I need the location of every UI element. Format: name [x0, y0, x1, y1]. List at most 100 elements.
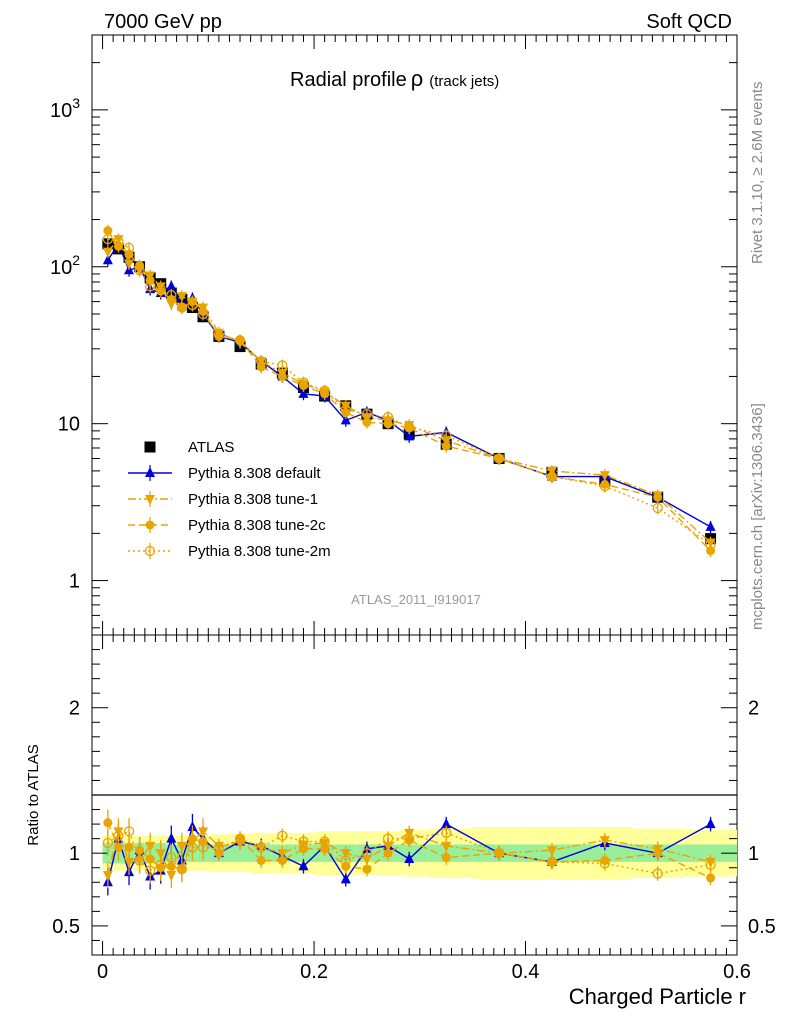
ratio-point	[176, 864, 188, 875]
data-point	[705, 539, 716, 550]
data-point	[441, 430, 452, 441]
ratio-point	[441, 841, 452, 852]
main-axis-ticks	[91, 34, 738, 635]
ratio-y-tick-label-right: 1	[748, 843, 759, 865]
ratio-point	[340, 855, 351, 866]
y-tick-label-base: 10	[50, 257, 72, 279]
x-axis-label: Charged Particle r	[569, 984, 746, 1009]
ratio-series-line	[107, 830, 711, 875]
ratio-point	[404, 853, 415, 863]
ratio-point	[340, 873, 351, 884]
data-point	[362, 417, 372, 427]
ratio-point	[599, 858, 610, 869]
ratio-axis-ticks	[91, 634, 738, 956]
ratio-point	[166, 852, 177, 863]
x-tick-label: 0.6	[723, 961, 751, 983]
main-series-group	[102, 224, 717, 558]
ratio-point	[145, 865, 156, 876]
data-point	[103, 226, 113, 236]
ratio-point	[653, 848, 663, 858]
legend-label: ATLAS	[188, 439, 234, 456]
ratio-point	[493, 848, 505, 859]
data-point	[166, 280, 177, 291]
ratio-point	[441, 853, 451, 863]
y-tick-label-exponent: 2	[72, 252, 80, 268]
data-point	[705, 520, 716, 531]
data-point	[277, 371, 287, 381]
ratio-point	[187, 842, 198, 853]
legend-label: Pythia 8.308 tune-1	[188, 491, 318, 508]
ratio-point	[705, 818, 716, 829]
ratio-point	[705, 859, 716, 870]
data-point	[382, 412, 394, 423]
ratio-y-tick-label: 0.5	[52, 916, 80, 938]
ratio-point	[155, 859, 166, 870]
ratio-point	[546, 856, 558, 868]
y-tick-label: 103	[50, 95, 80, 122]
data-point	[176, 292, 187, 303]
ratio-point	[166, 832, 177, 843]
x-tick-labels: 0 0.2 0.4 0.6	[97, 961, 751, 983]
data-point	[187, 299, 198, 311]
ratio-point	[102, 837, 114, 849]
y-tick-label-exponent: 3	[72, 95, 80, 111]
series-line	[107, 238, 711, 546]
series-4	[102, 233, 716, 551]
data-point	[102, 233, 114, 245]
ratio-point	[213, 843, 225, 854]
legend-entry: Pythia 8.308 tune-2c	[128, 517, 326, 534]
data-point	[599, 480, 610, 492]
ratio-point	[134, 855, 145, 866]
data-point	[234, 335, 246, 346]
data-point	[298, 377, 309, 388]
x-tick-label: 0.4	[512, 961, 540, 983]
ratio-point	[441, 827, 452, 838]
ratio-point	[298, 836, 309, 847]
legend-label: Pythia 8.308 tune-2c	[188, 517, 326, 534]
ratio-point	[124, 842, 134, 852]
data-point	[404, 430, 415, 441]
ratio-point	[277, 830, 288, 841]
main-title-symbol: ρ	[411, 66, 424, 91]
legend-entry: Pythia 8.308 tune-1	[128, 491, 318, 508]
ratio-point	[197, 842, 209, 853]
ratio-point	[383, 848, 393, 858]
ratio-point	[234, 833, 246, 844]
legend-entry: Pythia 8.308 tune-2m	[128, 543, 331, 560]
data-point	[166, 289, 177, 301]
ratio-series-3	[102, 818, 716, 884]
header-left-text: 7000 GeV pp	[104, 11, 222, 33]
ratio-uncertainty-bands	[102, 827, 737, 880]
data-point	[256, 356, 267, 367]
inner-band-bin	[427, 844, 473, 862]
y-tick-label-base: 10	[50, 100, 72, 122]
data-point	[653, 492, 663, 502]
x-tick-label: 0.2	[300, 961, 328, 983]
ratio-point	[102, 871, 113, 881]
main-title: Radial profile ρ (track jets)	[290, 66, 499, 91]
data-point	[213, 329, 225, 340]
ratio-point	[176, 841, 187, 852]
ratio-y-axis-label: Ratio to ATLAS	[25, 744, 42, 845]
data-point	[319, 385, 330, 396]
ratio-point	[298, 860, 309, 871]
data-point	[441, 441, 451, 451]
ratio-series-group	[102, 809, 716, 896]
data-point	[546, 471, 558, 482]
legend-marker	[145, 467, 155, 477]
ratio-point	[319, 836, 330, 847]
inner-band-bin	[578, 844, 632, 862]
ratio-point	[404, 833, 415, 844]
main-title-suffix: (track jets)	[429, 73, 499, 90]
data-point	[134, 265, 145, 276]
ratio-point	[361, 848, 373, 859]
ratio-point	[362, 864, 372, 874]
watermark-text: ATLAS_2011_I919017	[351, 592, 481, 607]
x-tick-label: 0	[97, 961, 108, 983]
data-point	[361, 409, 373, 420]
data-point	[197, 308, 209, 320]
data-point	[340, 404, 351, 415]
ratio-y-tick-labels: 0.5 0.5 1 1 2 2	[52, 698, 776, 938]
